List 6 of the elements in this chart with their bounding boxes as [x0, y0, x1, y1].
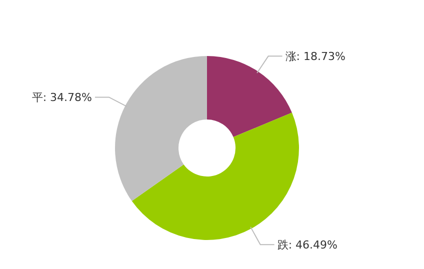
- data-label: : 18.73%: [296, 50, 346, 64]
- slice-label: 跌: [277, 238, 288, 252]
- data-label: : 46.49%: [288, 238, 338, 252]
- slice-label: 平: [32, 91, 43, 104]
- slice-label: 涨: [285, 50, 296, 64]
- data-label: : 34.78%: [42, 91, 92, 104]
